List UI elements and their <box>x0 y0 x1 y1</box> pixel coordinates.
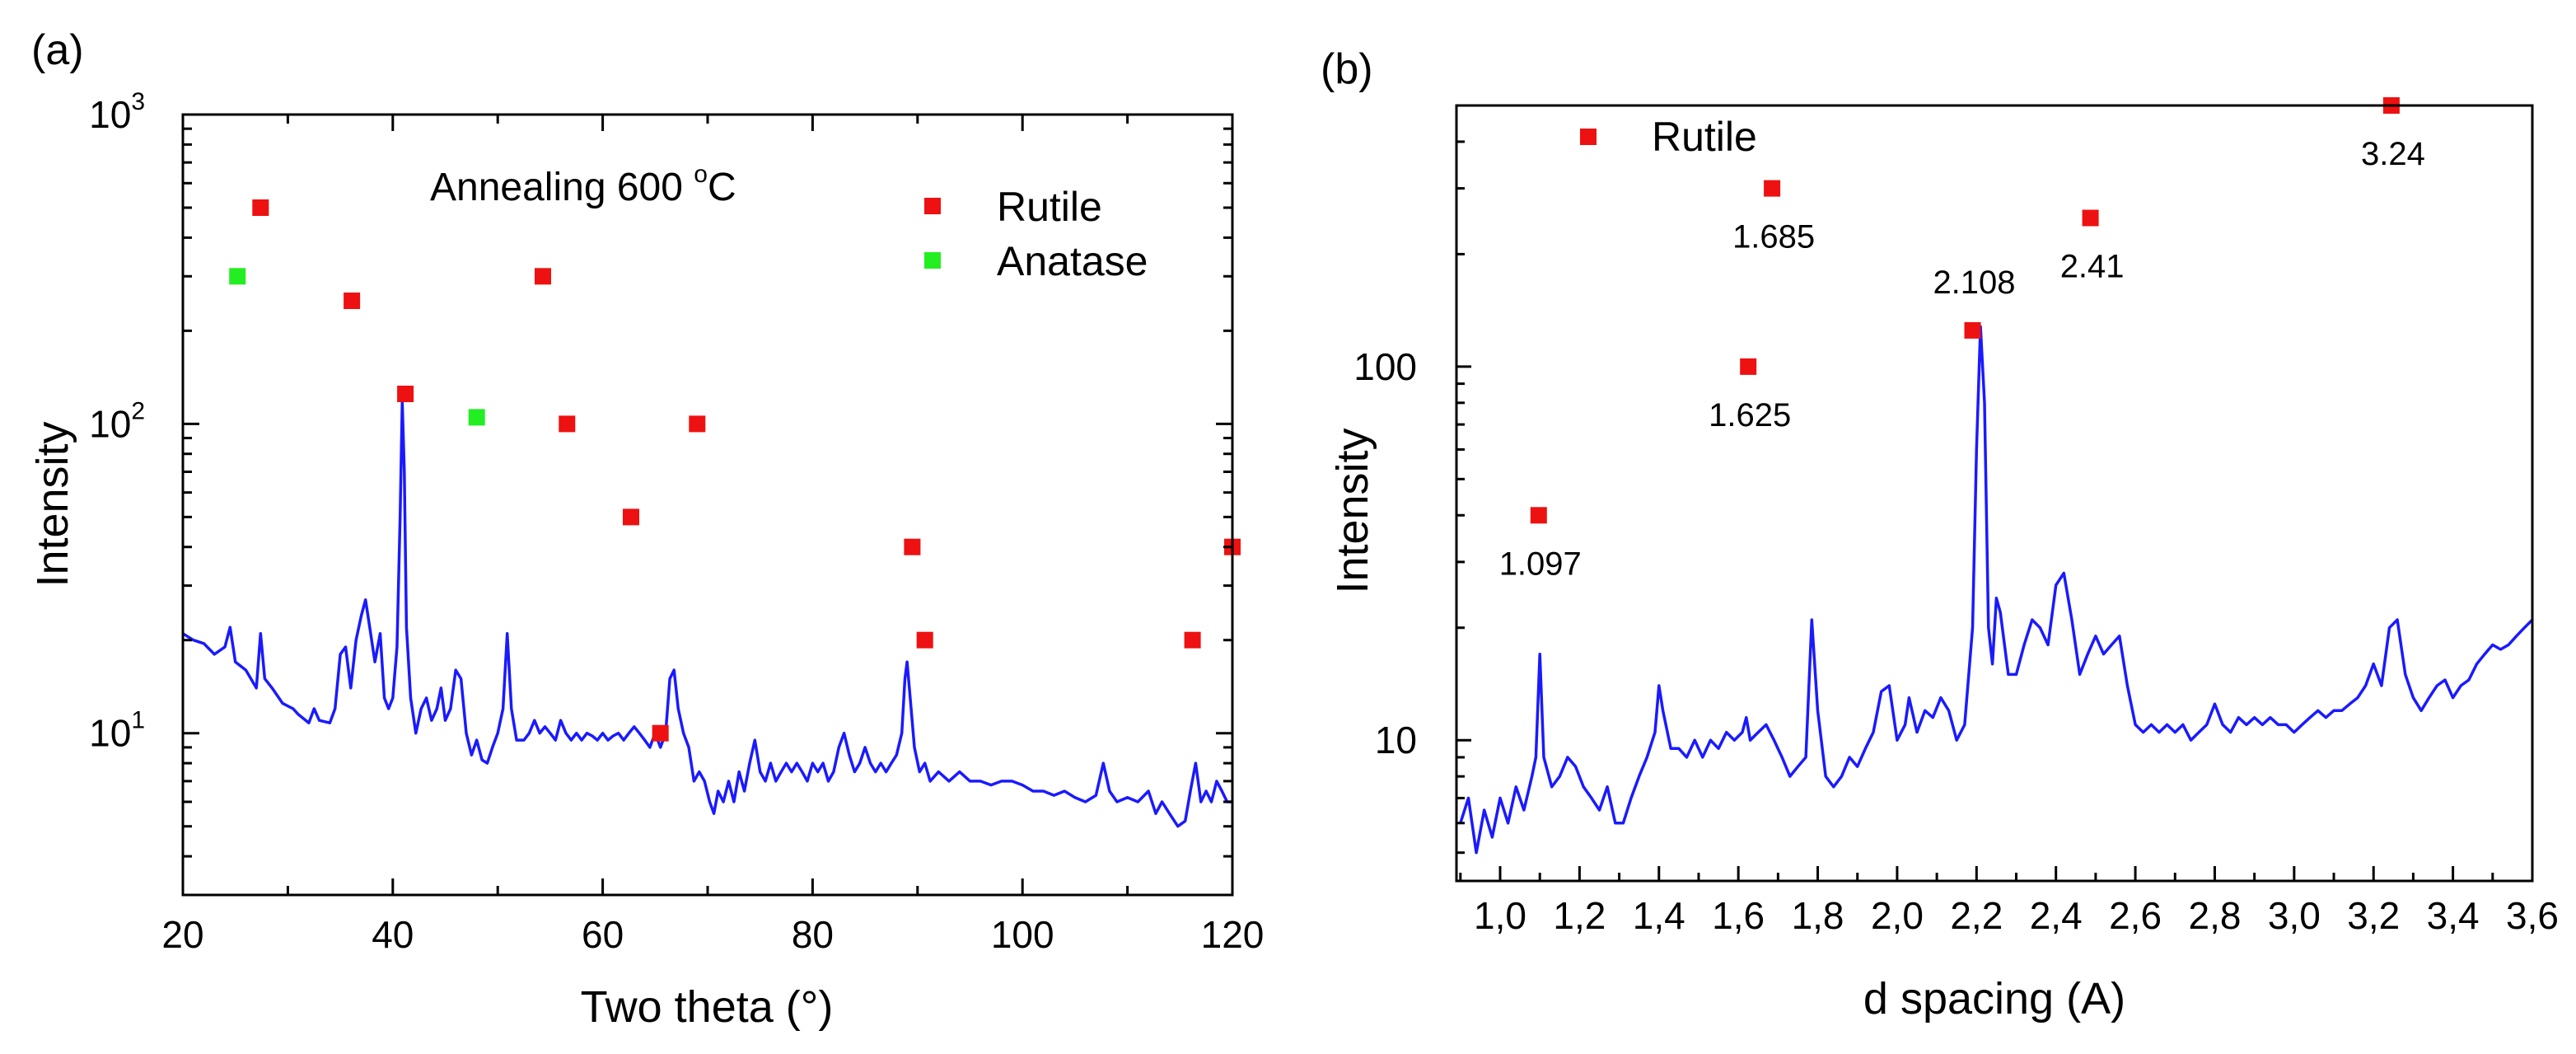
panel-b-x-axis-title: d spacing (A) <box>1863 974 2125 1024</box>
peak-label: 1.097 <box>1499 546 1582 582</box>
series-b-line <box>1459 325 2534 855</box>
x-tick-label-b: 3,6 <box>2506 894 2559 937</box>
x-tick-label-a: 60 <box>582 913 624 956</box>
y-tick-label-a: 101 <box>89 707 145 755</box>
x-tick-label-b: 1,2 <box>1553 894 1606 937</box>
marker-rutile-2 <box>344 293 361 309</box>
marker-rutile-12 <box>1184 631 1201 649</box>
panel-a-frame <box>181 113 1234 897</box>
marker-rutile-9 <box>689 415 706 433</box>
annotation-unit: C <box>708 166 736 209</box>
panel-b-ticks <box>1456 104 2534 881</box>
panel-a-legend: Rutile Anatase <box>924 184 1148 284</box>
y-tick-label-b: 100 <box>1353 345 1417 388</box>
x-tick-label-b: 2,4 <box>2030 894 2083 937</box>
marker-rutile-b-1 <box>1740 358 1757 375</box>
marker-rutile-b-2 <box>1764 180 1781 197</box>
marker-rutile-b-4 <box>2082 209 2099 227</box>
marker-rutile-b-0 <box>1530 507 1547 524</box>
panel-b-legend: Rutile <box>1580 114 1757 160</box>
annotation-degree-sup: o <box>694 161 708 188</box>
x-tick-label-a: 100 <box>991 913 1054 956</box>
panel-a-plot-area <box>182 199 1241 828</box>
panel-a-x-tick-labels: 20 40 60 80 100 120 <box>161 913 1264 956</box>
x-tick-label-b: 1,0 <box>1474 894 1526 937</box>
legend-label-anatase: Anatase <box>997 238 1148 284</box>
y-tick-label-a: 102 <box>89 397 145 445</box>
marker-rutile-1 <box>252 199 269 216</box>
x-tick-label-b: 3,2 <box>2347 894 2400 937</box>
marker-rutile-5 <box>535 268 551 285</box>
x-tick-label-b: 2,0 <box>1871 894 1924 937</box>
panel-b-x-tick-labels: 1,0 1,2 1,4 1,6 1,8 2,0 2,2 2,4 2,6 2,8 3,0 3,2 3,4 3… <box>1474 894 2559 937</box>
peak-label: 2.108 <box>1933 265 2015 301</box>
x-tick-label-b: 2,6 <box>2109 894 2162 937</box>
x-tick-label-a: 20 <box>161 913 203 956</box>
marker-rutile-b-3 <box>1964 321 1981 339</box>
x-tick-label-b: 1,8 <box>1792 894 1844 937</box>
panel-a-annotation: Annealing 600 oC <box>430 161 736 209</box>
panel-b-y-axis-title: Intensity <box>1328 428 1377 593</box>
marker-rutile-8 <box>652 724 669 742</box>
x-tick-label-b: 1,4 <box>1633 894 1685 937</box>
marker-rutile-3 <box>397 386 414 402</box>
y-tick-exp: 2 <box>131 397 145 424</box>
panel-b-frame <box>1455 104 2534 883</box>
legend-swatch-anatase <box>924 252 941 269</box>
panel-a-x-axis-title: Two theta (°) <box>581 982 834 1032</box>
x-tick-label-b: 3,0 <box>2268 894 2321 937</box>
y-tick-base: 10 <box>89 402 131 445</box>
peak-label: 1.625 <box>1709 397 1791 433</box>
marker-rutile-11 <box>916 631 933 649</box>
x-tick-label-a: 80 <box>792 913 834 956</box>
panel-b: (b) 1.097 1.625 1.685 2.108 2.41 3.24 10 100 1… <box>1321 45 2559 1024</box>
panel-b-plot-area: 1.097 1.625 1.685 2.108 2.41 3.24 <box>1459 97 2534 855</box>
panel-a-y-axis-title: Intensity <box>28 421 77 587</box>
x-tick-label-b: 2,2 <box>1950 894 2003 937</box>
y-tick-base: 10 <box>89 712 131 755</box>
marker-anatase-0 <box>229 268 246 285</box>
legend-label-rutile: Rutile <box>997 184 1102 230</box>
y-tick-label-a: 103 <box>89 88 145 136</box>
peak-label: 3.24 <box>2361 136 2425 172</box>
panel-b-letter: (b) <box>1321 45 1373 93</box>
y-tick-exp: 1 <box>131 707 145 734</box>
marker-rutile-7 <box>623 508 639 526</box>
peak-label: 2.41 <box>2060 248 2125 284</box>
y-tick-label-b: 10 <box>1375 719 1417 761</box>
x-tick-label-b: 1,6 <box>1712 894 1765 937</box>
y-tick-exp: 3 <box>131 88 145 115</box>
x-tick-label-a: 40 <box>372 913 414 956</box>
legend-swatch-rutile <box>924 198 941 214</box>
panel-a-ticks <box>181 113 1234 897</box>
marker-anatase-4 <box>468 409 485 426</box>
peak-label: 1.685 <box>1732 219 1815 255</box>
legend-swatch-rutile-b <box>1580 129 1597 145</box>
x-tick-label-b: 3,4 <box>2427 894 2480 937</box>
x-tick-label-a: 120 <box>1201 913 1265 956</box>
panel-a-letter: (a) <box>31 26 84 74</box>
series-a-line <box>182 400 1232 828</box>
annotation-text: Annealing 600 <box>430 166 694 209</box>
panel-b-y-tick-labels: 10 100 <box>1353 345 1417 761</box>
marker-rutile-10 <box>904 538 921 555</box>
x-tick-label-b: 2,8 <box>2188 894 2241 937</box>
marker-rutile-6 <box>559 415 576 433</box>
y-tick-base: 10 <box>89 93 131 136</box>
legend-label-rutile-b: Rutile <box>1652 114 1757 160</box>
